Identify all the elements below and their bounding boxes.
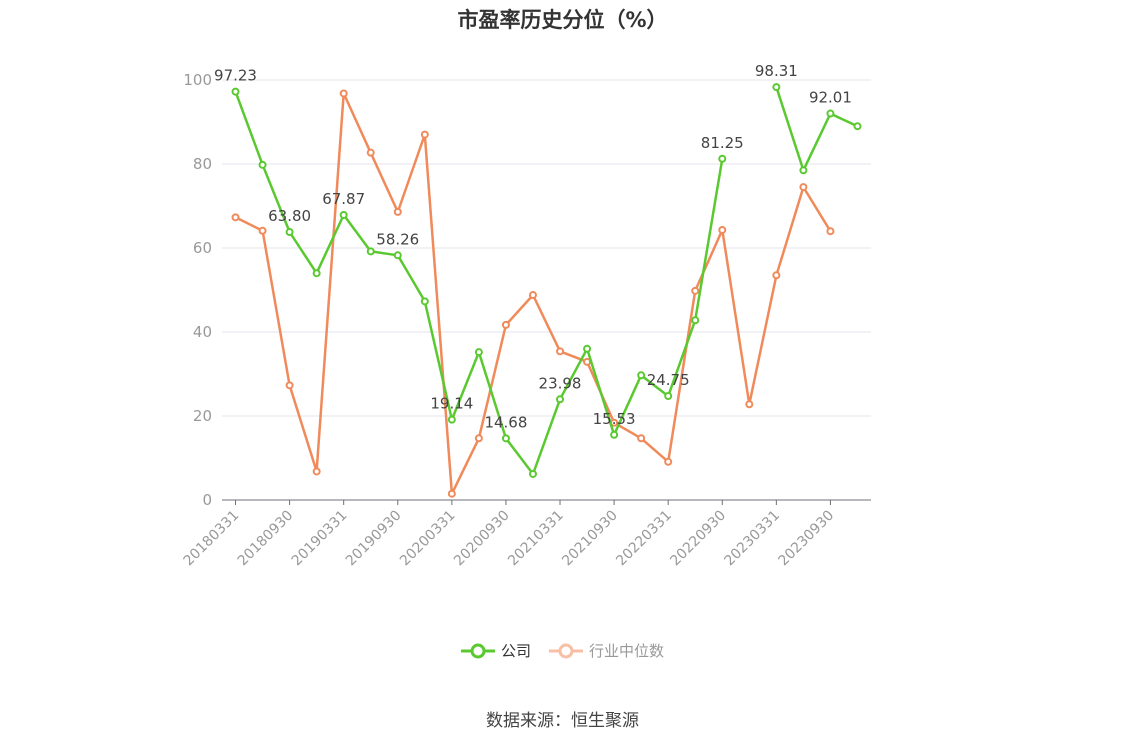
chart-title: 市盈率历史分位（%） xyxy=(457,8,668,32)
data-point-company xyxy=(366,247,375,256)
legend: 公司 行业中位数 xyxy=(0,640,1125,661)
data-label: 24.75 xyxy=(647,371,690,389)
x-tick-label: 20200331 xyxy=(397,508,459,570)
data-point-industry xyxy=(393,207,402,216)
data-label: 67.87 xyxy=(322,190,365,208)
legend-marker-industry-icon xyxy=(549,643,583,658)
data-point-company xyxy=(556,395,565,404)
data-label: 19.14 xyxy=(430,395,473,413)
data-point-industry xyxy=(826,227,835,236)
data-label: 98.31 xyxy=(755,62,798,80)
y-tick-label: 40 xyxy=(193,323,212,341)
data-label: 92.01 xyxy=(809,89,852,107)
data-source: 数据来源：恒生聚源 xyxy=(486,711,639,731)
data-point-company xyxy=(393,251,402,260)
data-point-industry xyxy=(501,320,510,329)
data-point-company xyxy=(501,434,510,443)
data-point-company xyxy=(718,154,727,163)
series-layer xyxy=(231,83,862,498)
data-point-industry xyxy=(772,271,781,280)
data-point-industry xyxy=(556,347,565,356)
data-point-industry xyxy=(718,225,727,234)
data-point-company xyxy=(312,269,321,278)
legend-item-company[interactable]: 公司 xyxy=(460,640,531,661)
x-tick-label: 20230331 xyxy=(721,508,783,570)
data-label: 81.25 xyxy=(701,134,744,152)
data-point-industry xyxy=(745,400,754,409)
data-label: 58.26 xyxy=(376,230,419,248)
legend-label-company: 公司 xyxy=(500,642,531,660)
y-tick-label: 60 xyxy=(193,239,212,257)
data-point-industry xyxy=(339,89,348,98)
legend-label-industry: 行业中位数 xyxy=(589,642,665,660)
data-label: 97.23 xyxy=(214,67,257,85)
data-point-company xyxy=(420,297,429,306)
data-point-industry xyxy=(366,148,375,157)
data-point-company xyxy=(799,166,808,175)
data-point-company xyxy=(285,228,294,237)
y-tick-label: 80 xyxy=(193,155,212,173)
data-point-company xyxy=(610,430,619,439)
x-tick-label: 20180331 xyxy=(181,508,243,570)
data-label: 14.68 xyxy=(484,413,527,431)
data-point-company xyxy=(691,316,700,325)
data-point-company xyxy=(853,122,862,131)
data-label: 15.53 xyxy=(593,410,636,428)
data-point-industry xyxy=(474,434,483,443)
legend-item-industry[interactable]: 行业中位数 xyxy=(549,640,664,661)
data-point-industry xyxy=(285,381,294,390)
legend-marker-company-icon xyxy=(460,643,495,658)
data-label: 63.80 xyxy=(268,207,311,225)
y-tick-label: 0 xyxy=(202,491,212,509)
x-tick-label: 20200930 xyxy=(451,508,513,570)
x-tick-label: 20220930 xyxy=(667,508,729,570)
data-point-industry xyxy=(231,213,240,222)
data-point-industry xyxy=(637,434,646,443)
x-tick-label: 20180930 xyxy=(235,508,297,570)
data-point-company xyxy=(583,344,592,353)
x-tick-label: 20190331 xyxy=(289,508,351,570)
grid-layer xyxy=(222,79,871,417)
data-point-company xyxy=(637,371,646,380)
data-point-industry xyxy=(799,183,808,192)
data-point-industry xyxy=(528,291,537,300)
x-tick-label: 20210331 xyxy=(505,508,567,570)
data-point-industry xyxy=(447,489,456,498)
x-tick-label: 20220331 xyxy=(613,508,675,570)
x-tick-label: 20190930 xyxy=(343,508,405,570)
data-point-company xyxy=(231,87,240,96)
data-point-company xyxy=(528,469,537,478)
data-point-company xyxy=(339,210,348,219)
data-point-industry xyxy=(258,226,267,235)
data-point-company xyxy=(474,348,483,357)
data-point-industry xyxy=(664,457,673,466)
y-tick-label: 20 xyxy=(193,407,212,425)
data-point-industry xyxy=(420,130,429,139)
data-point-company xyxy=(664,392,673,401)
label-layer: 97.23 63.80 67.87 58.26 19.14 14.68 23.98 15.53… xyxy=(214,62,852,431)
x-tick-label: 20210930 xyxy=(559,508,621,570)
data-point-company xyxy=(826,109,835,118)
data-point-industry xyxy=(691,286,700,295)
y-tick-label: 100 xyxy=(183,71,212,89)
data-point-company xyxy=(258,160,267,169)
data-label: 23.98 xyxy=(539,374,582,392)
x-tick-label: 20230930 xyxy=(776,508,838,570)
data-point-industry xyxy=(583,357,592,366)
data-point-company xyxy=(772,83,781,92)
data-point-industry xyxy=(312,467,321,476)
data-point-company xyxy=(447,415,456,424)
